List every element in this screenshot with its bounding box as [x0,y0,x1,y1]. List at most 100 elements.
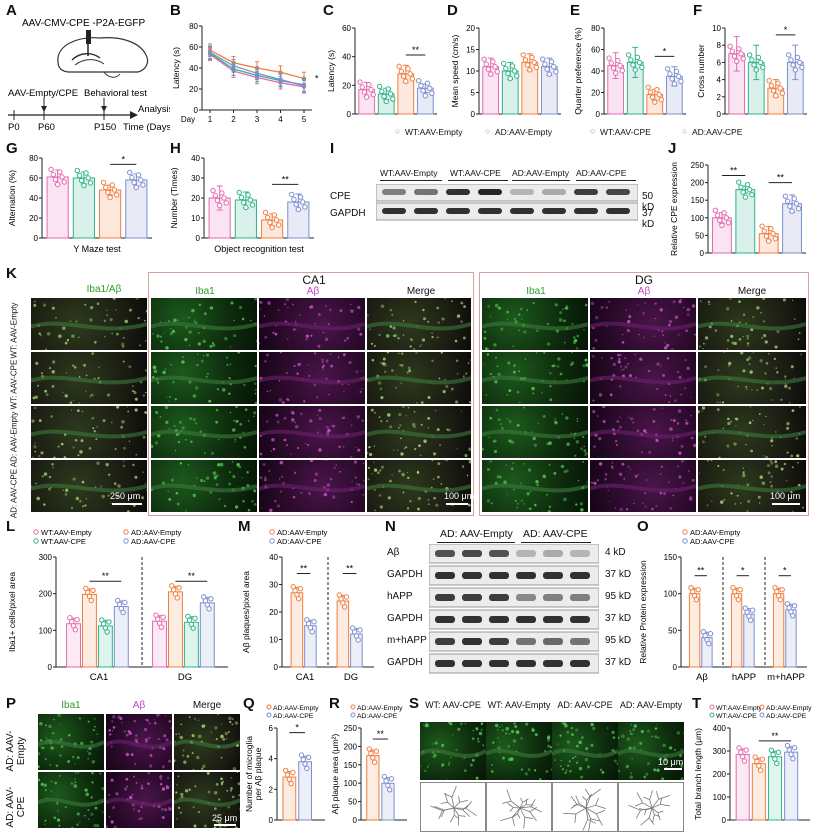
data-point [357,627,363,633]
micrograph-tile [482,460,588,512]
data-point [214,197,221,204]
y-axis-label: Quarter preference (%) [573,27,583,115]
legend-marker-wt-cpe: ○ [590,126,596,136]
data-point [733,58,740,64]
legend-marker [269,529,275,535]
data-point [54,181,61,188]
significance-label: * [784,25,788,35]
data-point [276,222,282,228]
data-point [779,90,786,96]
data-point [768,83,775,89]
data-point [784,198,791,204]
data-point [753,67,759,73]
data-point [206,606,212,612]
data-point [368,750,374,757]
data-point [290,769,296,776]
western-blot-i: WT:AAV-Empty WT:AAV-CPE AD:AAV-Empty AD:… [330,160,665,230]
data-point [693,596,700,603]
construct-label: AAV-CMV-CPE -P2A-EGFP [22,18,146,29]
blot-i-label-gapdh: GAPDH [330,208,366,219]
data-point [249,202,256,208]
k-dg-merge: Merge [737,286,767,297]
data-point [288,780,294,787]
data-point [749,607,756,613]
k-dg-iba1: Iba1 [526,286,546,297]
micrograph-tile [151,406,257,458]
micrograph-tile [259,298,365,350]
data-point [632,67,638,73]
data-point [311,619,317,625]
blot-band [462,616,482,623]
y-tick-label: 20 [342,81,351,90]
data-point [548,59,555,65]
blot-band [489,638,509,645]
data-point [765,238,772,244]
panel-k-images: Iba1/Aβ CA1 DG Iba1 Aβ Merge Iba1 Aβ Mer… [10,270,814,518]
data-point [129,174,135,181]
blot-band [570,660,590,667]
data-point [127,169,133,176]
blot-band-gapdh [510,208,534,214]
y-tick-label: 50 [348,798,357,807]
plaque-micrograph [38,772,104,828]
data-point [100,179,107,186]
data-point [645,84,651,90]
legend-marker [682,538,688,544]
data-point [759,756,766,762]
y-tick-label: 20 [189,85,198,94]
chart-d: 0 5 10 15 20 Mean speed (cm/s) [450,24,561,119]
data-point [357,79,363,85]
data-point [72,627,79,633]
y-tick-label: 10 [712,24,721,33]
y-tick-label: 0 [673,663,678,672]
data-point [366,746,372,752]
texture [698,460,806,512]
legend-label: AD:AAV-CPE [273,713,314,720]
data-point [610,65,617,71]
blot-i-label-cpe: CPE [330,191,351,202]
data-point [553,69,559,75]
data-point [293,201,299,208]
blot-band [435,550,455,557]
p-col-iba1: Iba1 [61,700,81,711]
blot-band [462,638,482,645]
blot-band [435,616,455,623]
data-point [278,77,283,82]
k-row-wt-empty: WT: AAV-Empty [9,302,19,359]
data-point [793,201,800,207]
legend-marker [269,538,275,544]
y-tick-label: 250 [691,161,705,170]
y-tick-label: 0 [722,816,727,825]
significance-label: ** [777,173,785,183]
blot-i-group-4: AD:AAV-CPE [576,168,627,178]
blot-band-gapdh [414,208,438,214]
data-point [483,61,489,67]
bar [688,593,701,668]
y-tick-label: 2 [269,785,274,794]
microglia-tracing [420,782,486,832]
y-tick-label: 0 [347,110,352,119]
y-axis-label: Number of microglia [244,736,254,812]
blot-n-label: Aβ [387,547,400,558]
data-point [740,189,746,195]
data-point [85,175,91,181]
x-tick-label: 5 [302,115,307,124]
blot-band [516,550,536,557]
data-point [707,630,714,637]
data-point [500,60,507,67]
blot-i-group-1: WT:AAV-Empty [380,168,438,178]
y-axis-label: Latency (s) [326,50,336,92]
significance-label: * [121,154,125,164]
blot-band [543,572,563,579]
blot-band-gapdh [478,208,502,214]
data-point [50,171,56,178]
y-tick-label: 100 [344,779,358,788]
x-tick-label: 1 [208,115,213,124]
y-tick-label: 50 [668,626,677,635]
data-point [105,189,111,196]
data-point [245,192,251,198]
data-point [120,609,126,616]
microglia-micrograph [552,722,618,780]
data-point [341,604,348,610]
data-point [736,46,742,52]
